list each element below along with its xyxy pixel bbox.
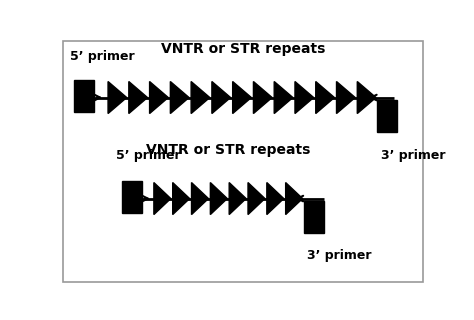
Polygon shape — [150, 82, 168, 114]
Text: 3’ primer: 3’ primer — [307, 249, 372, 262]
Polygon shape — [229, 182, 246, 215]
Polygon shape — [254, 82, 272, 114]
Polygon shape — [248, 182, 265, 215]
Polygon shape — [274, 82, 293, 114]
Polygon shape — [295, 82, 314, 114]
Text: VNTR or STR repeats: VNTR or STR repeats — [161, 42, 325, 56]
Polygon shape — [210, 182, 228, 215]
Bar — [122, 181, 142, 213]
Polygon shape — [233, 82, 251, 114]
Polygon shape — [154, 182, 171, 215]
Polygon shape — [191, 182, 209, 215]
Bar — [74, 80, 94, 112]
Polygon shape — [173, 182, 190, 215]
Polygon shape — [337, 82, 355, 114]
Text: 3’ primer: 3’ primer — [381, 149, 445, 162]
Polygon shape — [286, 182, 302, 215]
Text: 5’ primer: 5’ primer — [70, 50, 135, 63]
Bar — [303, 201, 324, 233]
Polygon shape — [316, 82, 335, 114]
Bar — [377, 100, 397, 132]
Polygon shape — [212, 82, 230, 114]
Polygon shape — [170, 82, 189, 114]
Polygon shape — [267, 182, 284, 215]
Text: VNTR or STR repeats: VNTR or STR repeats — [146, 143, 310, 157]
Polygon shape — [108, 82, 127, 114]
Polygon shape — [357, 82, 376, 114]
Polygon shape — [191, 82, 210, 114]
Text: 5’ primer: 5’ primer — [116, 148, 181, 162]
Polygon shape — [129, 82, 147, 114]
